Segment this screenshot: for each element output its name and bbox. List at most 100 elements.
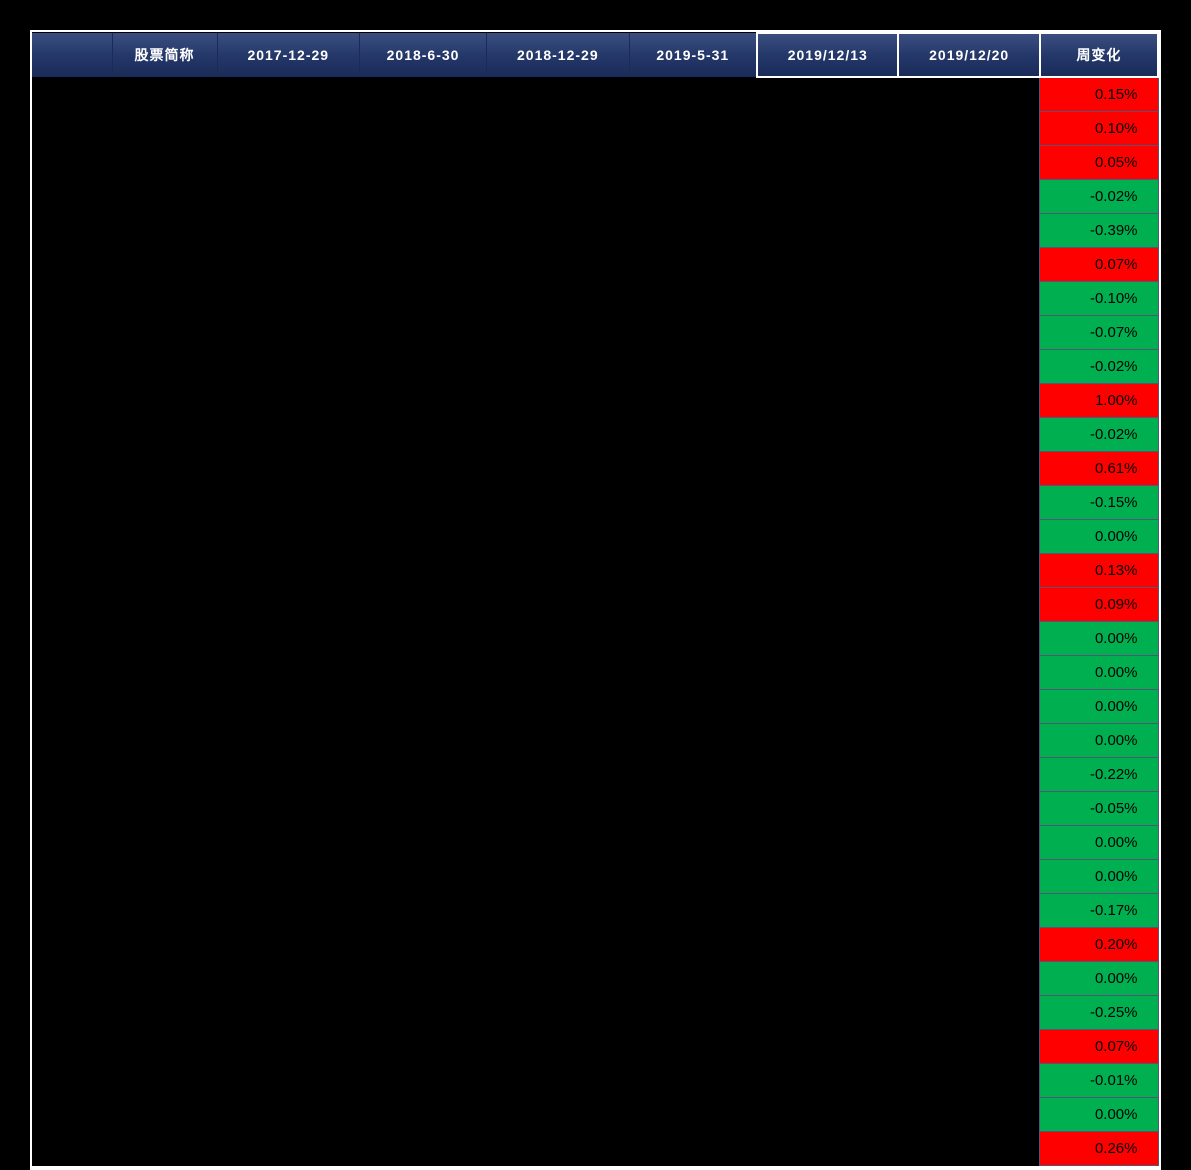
cell-empty	[359, 111, 486, 145]
cell-empty	[359, 1029, 486, 1063]
cell-empty	[112, 383, 217, 417]
weekly-change-cell: -0.17%	[1040, 893, 1158, 927]
cell-empty	[757, 349, 898, 383]
header-col-1: 2017-12-29	[217, 33, 359, 77]
weekly-change-cell: 0.05%	[1040, 145, 1158, 179]
cell-empty	[359, 519, 486, 553]
cell-empty	[217, 689, 359, 723]
cell-empty	[32, 417, 112, 451]
cell-empty	[112, 791, 217, 825]
cell-empty	[359, 859, 486, 893]
cell-empty	[898, 315, 1039, 349]
cell-empty	[757, 247, 898, 281]
table-row: -0.01%	[32, 1063, 1158, 1097]
cell-empty	[898, 859, 1039, 893]
cell-empty	[487, 587, 629, 621]
cell-empty	[757, 927, 898, 961]
cell-empty	[898, 655, 1039, 689]
cell-empty	[487, 689, 629, 723]
cell-empty	[359, 349, 486, 383]
cell-empty	[217, 859, 359, 893]
cell-empty	[898, 145, 1039, 179]
cell-empty	[898, 349, 1039, 383]
cell-empty	[112, 757, 217, 791]
cell-empty	[487, 77, 629, 111]
cell-empty	[487, 621, 629, 655]
cell-empty	[629, 1063, 757, 1097]
cell-empty	[32, 655, 112, 689]
cell-empty	[757, 1063, 898, 1097]
cell-empty	[487, 1063, 629, 1097]
cell-empty	[898, 281, 1039, 315]
cell-empty	[32, 1097, 112, 1131]
cell-empty	[112, 825, 217, 859]
cell-empty	[217, 1097, 359, 1131]
cell-empty	[217, 451, 359, 485]
cell-empty	[898, 621, 1039, 655]
table-row: -0.07%	[32, 315, 1158, 349]
cell-empty	[32, 77, 112, 111]
cell-empty	[217, 1029, 359, 1063]
cell-empty	[217, 213, 359, 247]
cell-empty	[359, 383, 486, 417]
cell-empty	[629, 281, 757, 315]
weekly-change-cell: 0.00%	[1040, 825, 1158, 859]
cell-empty	[629, 417, 757, 451]
cell-empty	[487, 1029, 629, 1063]
table-row: -0.10%	[32, 281, 1158, 315]
cell-empty	[757, 859, 898, 893]
cell-empty	[217, 893, 359, 927]
cell-empty	[112, 485, 217, 519]
cell-empty	[217, 519, 359, 553]
cell-empty	[112, 655, 217, 689]
cell-empty	[898, 1029, 1039, 1063]
weekly-change-cell: 0.00%	[1040, 961, 1158, 995]
cell-empty	[32, 349, 112, 383]
weekly-change-cell: 0.20%	[1040, 927, 1158, 961]
cell-empty	[629, 825, 757, 859]
cell-empty	[487, 961, 629, 995]
cell-empty	[217, 1063, 359, 1097]
cell-empty	[487, 1097, 629, 1131]
cell-empty	[898, 383, 1039, 417]
cell-empty	[629, 213, 757, 247]
cell-empty	[32, 451, 112, 485]
cell-empty	[359, 1063, 486, 1097]
cell-empty	[112, 859, 217, 893]
cell-empty	[629, 383, 757, 417]
cell-empty	[217, 655, 359, 689]
cell-empty	[112, 1063, 217, 1097]
table-row: 0.00%	[32, 825, 1158, 859]
cell-empty	[757, 77, 898, 111]
cell-empty	[898, 519, 1039, 553]
cell-empty	[898, 927, 1039, 961]
cell-empty	[112, 179, 217, 213]
cell-empty	[359, 485, 486, 519]
weekly-change-cell: 0.09%	[1040, 587, 1158, 621]
cell-empty	[359, 655, 486, 689]
cell-empty	[32, 757, 112, 791]
weekly-change-cell: 0.26%	[1040, 1131, 1158, 1165]
table-header-row: 股票简称2017-12-292018-6-302018-12-292019-5-…	[32, 33, 1158, 77]
cell-empty	[757, 961, 898, 995]
cell-empty	[898, 213, 1039, 247]
weekly-change-cell: 0.15%	[1040, 77, 1158, 111]
cell-empty	[359, 995, 486, 1029]
cell-empty	[217, 587, 359, 621]
cell-empty	[898, 893, 1039, 927]
cell-empty	[217, 247, 359, 281]
cell-empty	[487, 213, 629, 247]
bottom-border	[30, 1168, 1161, 1170]
cell-empty	[32, 995, 112, 1029]
cell-empty	[487, 655, 629, 689]
table-row: -0.02%	[32, 349, 1158, 383]
table-row: 0.00%	[32, 723, 1158, 757]
table-row: -0.22%	[32, 757, 1158, 791]
cell-empty	[32, 1029, 112, 1063]
cell-empty	[487, 553, 629, 587]
cell-empty	[898, 757, 1039, 791]
cell-empty	[217, 77, 359, 111]
cell-empty	[217, 1131, 359, 1165]
cell-empty	[359, 145, 486, 179]
cell-empty	[112, 1029, 217, 1063]
